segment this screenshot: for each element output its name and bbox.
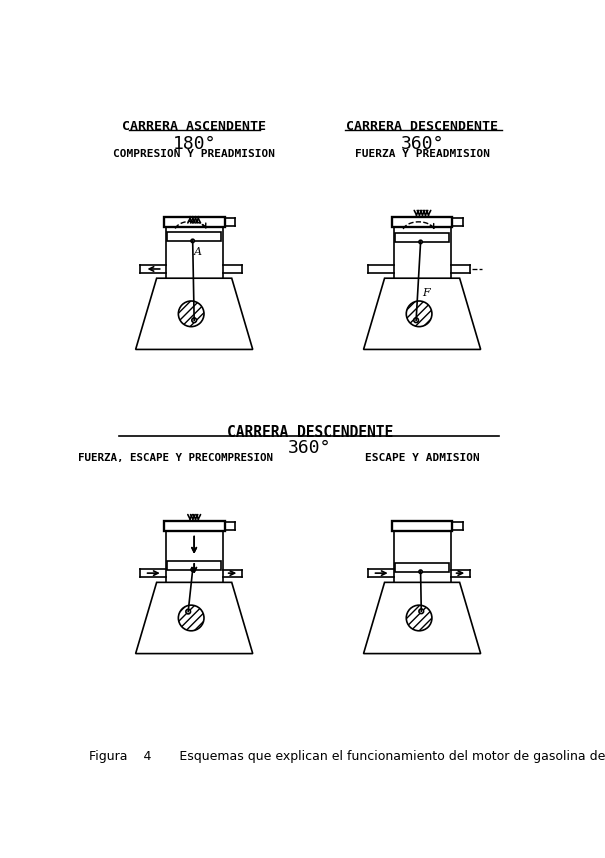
Circle shape bbox=[178, 301, 204, 327]
Text: CARRERA DESCENDENTE: CARRERA DESCENDENTE bbox=[346, 120, 498, 133]
Circle shape bbox=[192, 318, 197, 323]
Text: CARRERA ASCENDENTE: CARRERA ASCENDENTE bbox=[122, 120, 266, 133]
Text: 180°: 180° bbox=[172, 135, 216, 153]
Bar bbox=[168, 232, 221, 241]
Circle shape bbox=[419, 240, 422, 244]
Circle shape bbox=[186, 609, 191, 613]
Bar bbox=[164, 521, 224, 531]
Text: COMPRESION Y PREADMISION: COMPRESION Y PREADMISION bbox=[113, 149, 275, 160]
Circle shape bbox=[191, 239, 194, 243]
Circle shape bbox=[178, 605, 204, 631]
Text: ESCAPE Y ADMISION: ESCAPE Y ADMISION bbox=[365, 453, 480, 463]
Circle shape bbox=[191, 568, 194, 571]
Circle shape bbox=[407, 301, 432, 327]
Text: A: A bbox=[194, 247, 202, 257]
Text: 360°: 360° bbox=[401, 135, 444, 153]
Circle shape bbox=[414, 318, 419, 323]
Bar bbox=[164, 217, 224, 227]
Bar bbox=[396, 563, 449, 571]
Text: FUERZA, ESCAPE Y PRECOMPRESION: FUERZA, ESCAPE Y PRECOMPRESION bbox=[78, 453, 273, 463]
Text: Figura    4       Esquemas que explican el funcionamiento del motor de gasolina : Figura 4 Esquemas que explican el funcio… bbox=[89, 750, 605, 763]
Bar bbox=[392, 521, 453, 531]
Text: CARRERA DESCENDENTE: CARRERA DESCENDENTE bbox=[226, 425, 393, 440]
Bar bbox=[168, 561, 221, 570]
Circle shape bbox=[407, 605, 432, 631]
Bar bbox=[396, 233, 449, 242]
Text: 360°: 360° bbox=[288, 439, 332, 457]
Text: FUERZA Y PREADMISION: FUERZA Y PREADMISION bbox=[355, 149, 489, 160]
Bar bbox=[392, 217, 453, 227]
Circle shape bbox=[419, 570, 422, 573]
Circle shape bbox=[419, 609, 424, 613]
Text: F: F bbox=[422, 288, 430, 299]
